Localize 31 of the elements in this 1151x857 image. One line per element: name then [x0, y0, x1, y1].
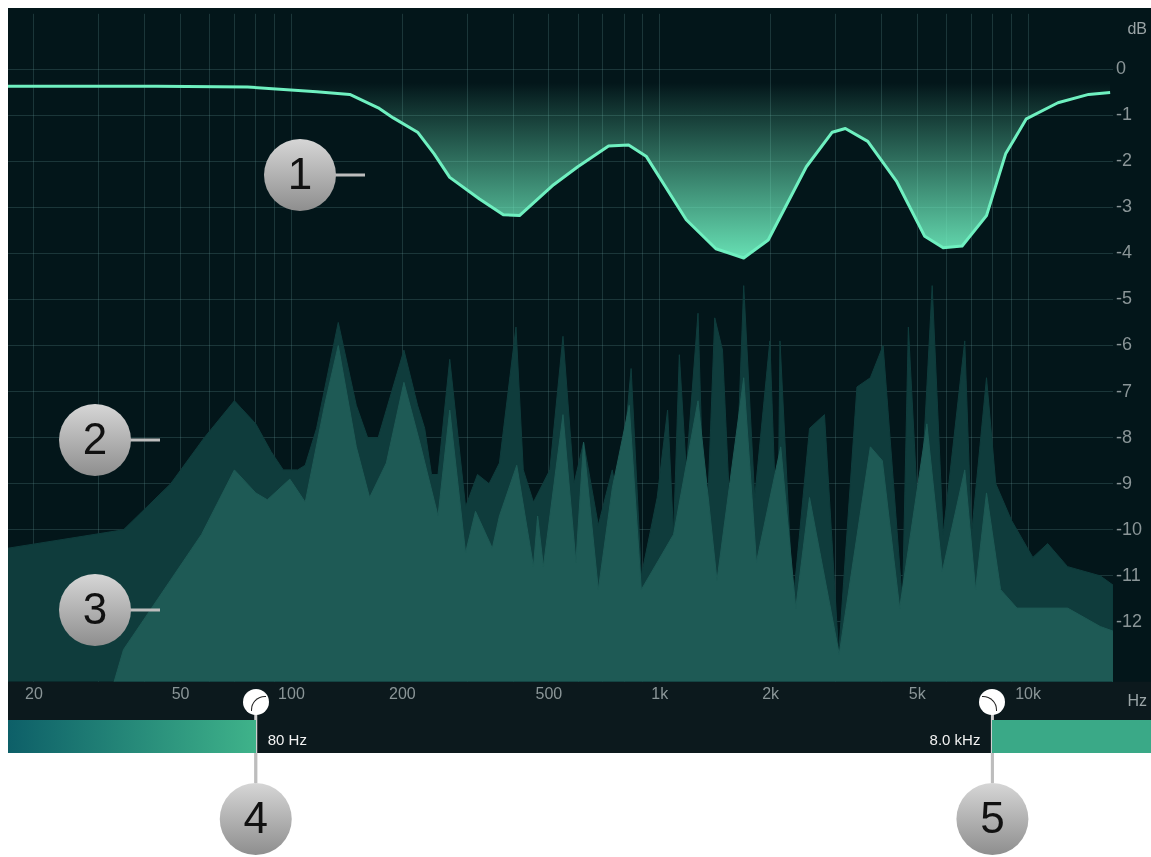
x-axis-title: Hz	[1127, 692, 1147, 710]
y-tick-label: 0	[1115, 58, 1126, 79]
y-tick-label: -6	[1115, 334, 1132, 355]
y-tick-label: -5	[1115, 288, 1132, 309]
y-axis-title: dB	[1127, 20, 1147, 38]
y-tick-label: -2	[1115, 150, 1132, 171]
annotation: 2	[82, 414, 108, 464]
y-tick-label: -3	[1115, 196, 1132, 217]
x-tick-label: 2k	[762, 684, 781, 702]
x-tick-label: 50	[171, 684, 190, 702]
y-tick-label: -1	[1115, 104, 1132, 125]
ref-line-label: 80 Hz	[267, 730, 307, 748]
text: 4	[243, 793, 268, 843]
x-tick-label: 1k	[651, 684, 670, 702]
x-tick-label: 100	[278, 684, 305, 702]
y-tick-label: -11	[1115, 564, 1141, 585]
y-tick-label: -9	[1115, 472, 1132, 493]
text: 5	[980, 793, 1005, 843]
y-tick-label: -8	[1115, 426, 1132, 447]
ref-line-label: 8.0 kHz	[929, 730, 981, 748]
x-tick-label: 20	[25, 684, 43, 702]
x-tick-label: 200	[388, 684, 416, 702]
x-tick-label: 10k	[1015, 684, 1042, 702]
annotation: 1	[287, 149, 313, 199]
x-tick-label: 500	[535, 684, 563, 702]
x-tick-label: 5k	[908, 684, 927, 702]
y-tick-label: -12	[1115, 610, 1142, 631]
y-tick-label: -4	[1115, 242, 1132, 263]
y-tick-label: -7	[1115, 380, 1132, 401]
y-tick-label: -10	[1115, 518, 1142, 539]
annotation: 3	[82, 584, 108, 634]
